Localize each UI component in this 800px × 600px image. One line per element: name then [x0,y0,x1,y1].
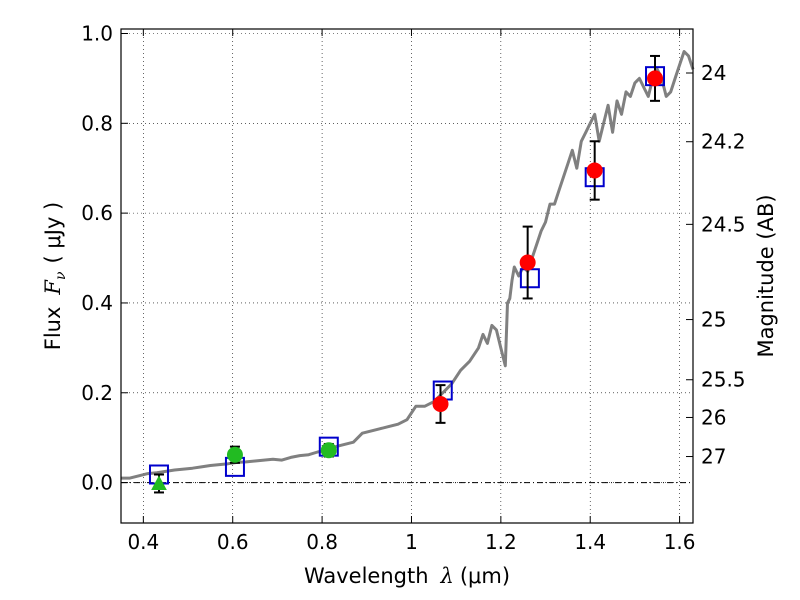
mag-tick-label: 25.5 [701,368,746,392]
x-tick-label: 0.6 [217,530,249,554]
x-axis-unit: (μm) [460,564,510,588]
y-tick-label: 0.6 [81,201,113,225]
axis-ticks: 0.4 0.6 0.8 1 1.2 1.4 1.6 0.0 0.2 0.4 0.6 0.8 1.0 24 2… [81,21,745,554]
y-tick-label: 0.8 [81,111,113,135]
mag-tick-label: 25 [701,308,726,332]
hst-detection-point [647,70,664,87]
ground-detection-point [320,442,337,459]
plot-background [121,29,693,523]
x-tick-label: 1.2 [485,530,517,554]
x-tick-label: 0.8 [306,530,338,554]
hst-detection-point [519,254,536,271]
y-tick-label: 1.0 [81,21,113,45]
upper-limit-triangle [151,475,167,490]
mag-tick-label: 24 [701,61,726,85]
x-axis-symbol: λ [440,564,454,588]
data-points [148,54,666,494]
y-axis-subscript: ν [53,271,69,280]
hst-detection-point [432,395,449,412]
y-axis-symbol: F [41,279,65,296]
x-tick-label: 1 [405,530,418,554]
mag-tick-label: 24.5 [701,212,746,236]
mag-tick-label: 26 [701,405,726,429]
hst-detection-point [586,162,603,179]
y-tick-label: 0.4 [81,291,113,315]
x-tick-label: 1.6 [664,530,696,554]
mag-tick-label: 27 [701,445,726,469]
model-spectrum-line [121,50,695,480]
x-tick-label: 0.4 [127,530,159,554]
y-tick-label: 0.0 [81,471,113,495]
plot-frame [120,28,694,524]
x-axis-label-prefix: Wavelength [304,564,429,588]
y2-axis-label: Magnitude (AB) [754,194,778,357]
ground-detection-point [226,446,243,463]
x-tick-label: 1.4 [574,530,606,554]
y-axis-unit: ( μJy ) [41,202,65,264]
mag-tick-label: 24.2 [701,130,746,154]
y-axis-label: Flux Fν ( μJy ) [41,202,69,350]
y-axis-label-prefix: Flux [41,307,65,351]
x-axis-label: Wavelength λ (μm) [304,564,510,588]
y-tick-label: 0.2 [81,381,113,405]
